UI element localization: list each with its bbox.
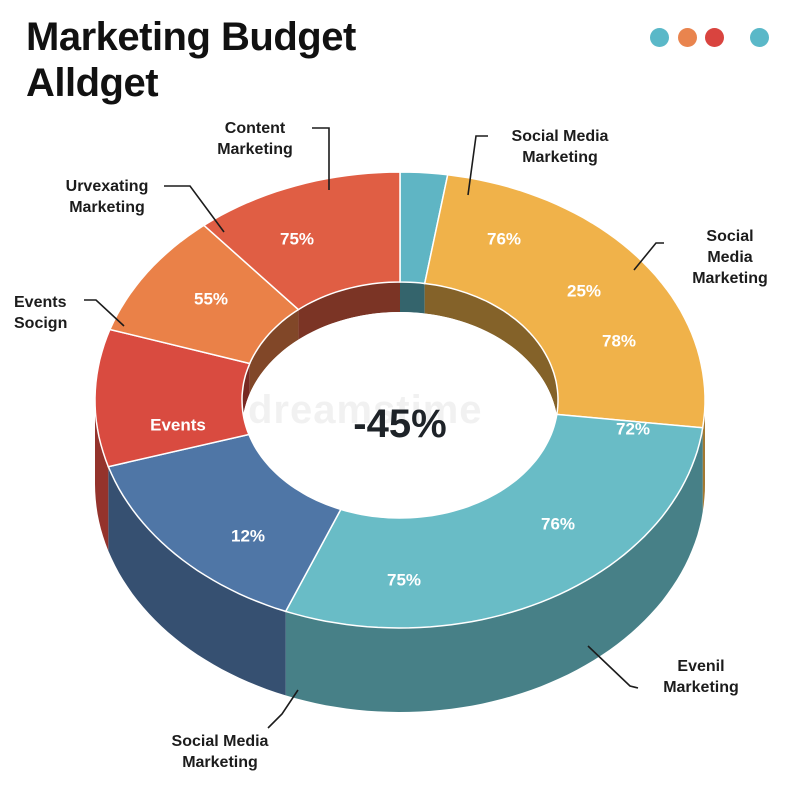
callout-urvexating-marketing: Urvexating Marketing [42,176,172,218]
callout-line: Marketing [182,754,258,771]
segment-label: 78% [602,331,636,350]
callout-evenil-marketing: Evenil Marketing [646,656,756,698]
palette-dot-2 [678,28,697,47]
segment-label: 25% [567,281,601,300]
segment-side-3 [108,466,286,696]
segment-inner-wall-0-0 [400,282,425,314]
callout-line: Marketing [69,199,145,216]
callout-line: Content [224,120,286,137]
segment-inner-wall-6-1 [298,282,400,340]
palette-dot-3 [705,28,724,47]
callout-leader-line [467,135,488,196]
segment-inner-wall-1-0 [424,283,558,430]
callout-social-media-marketing-right: Social Media Marketing [675,226,785,289]
segment-label: 55% [194,289,228,308]
title-line-2: Alldget [26,61,159,105]
segment-label: 72% [616,419,650,438]
segment-label: 12% [231,526,265,545]
callout-events-socign: Events Socign [14,292,94,334]
donut-hole [242,312,558,548]
segment-label: 75% [280,229,314,248]
callout-leader-line [587,645,639,689]
callout-line: Marketing [522,149,598,166]
segment-inner-wall-5-1 [249,309,299,394]
callout-line: Urvexating [65,178,149,195]
callout-line: Evenil [677,658,725,675]
callout-line: Social [706,228,754,245]
center-value: -45% [353,402,447,446]
segment-side-2 [285,427,703,712]
callout-line: Marketing [692,270,768,287]
segment-label: 75% [387,570,421,589]
segment-side-4 [95,400,109,551]
segment-label: 76% [487,229,521,248]
callout-line: Social Media [171,733,269,750]
segment-inner-wall-4-1 [242,363,250,430]
segment-top-6 [202,171,401,311]
callout-leader-line [267,689,299,729]
segment-label: Events [150,415,206,434]
callout-line: Social Media [511,128,609,145]
segment-label: 76% [541,514,575,533]
title-line-1: Marketing Budget [26,15,356,59]
palette-dot-1 [650,28,669,47]
callout-content-marketing: Content Marketing [205,118,305,160]
callout-line: Marketing [663,679,739,696]
callout-leader-line [84,299,125,327]
callout-line: Socign [14,315,68,332]
callout-leader-line [312,127,330,190]
callout-line: Events [14,294,67,311]
callout-leader-line [633,242,664,271]
palette-dot-4 [750,28,769,47]
chart-title: Marketing Budget Alldget [26,14,356,106]
callout-line: Marketing [217,141,293,158]
callout-social-media-marketing-top: Social Media Marketing [495,126,625,168]
callout-leader-line [164,185,225,233]
callout-line: Media [707,249,753,266]
callout-social-media-marketing-bottom: Social Media Marketing [150,731,290,773]
